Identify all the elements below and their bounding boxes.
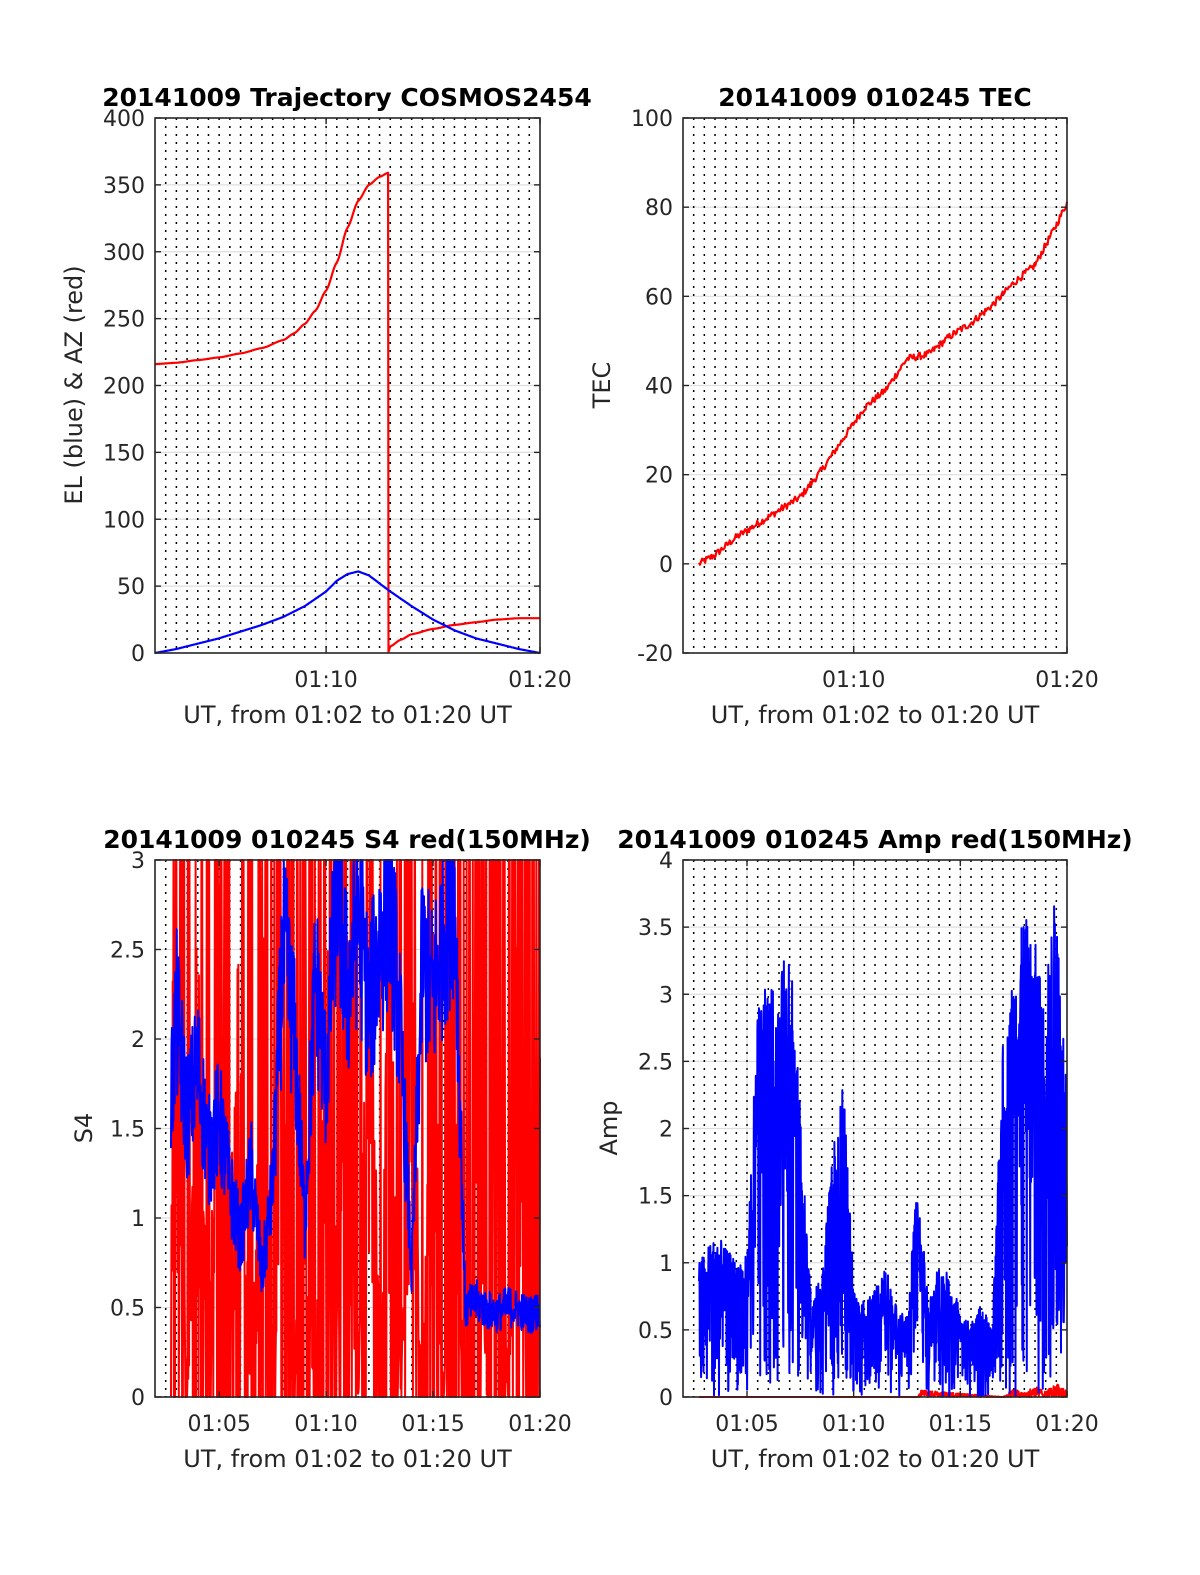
y-tick-label: 40 xyxy=(645,375,673,400)
y-tick-label: -20 xyxy=(637,642,673,667)
trajectory-dotted-gridlines xyxy=(164,118,531,653)
y-tick-label: 150 xyxy=(103,441,145,466)
tec-series xyxy=(698,201,1069,566)
tec-panel: -20 0 20 40 60 80 100 01:10 01:20 20141009 01024… xyxy=(588,83,1099,729)
y-tick-label: 2.5 xyxy=(110,939,145,964)
x-tick-label: 01:15 xyxy=(929,1412,992,1437)
amp-panel: 0 0.5 1 1.5 2 2.5 3 3.5 4 01:05 01:10 01:15 01:20 20… xyxy=(595,825,1133,1473)
y-tick-label: 4 xyxy=(659,849,673,874)
trajectory-series xyxy=(154,171,541,655)
blue-series-line xyxy=(170,859,541,1334)
red-series-line xyxy=(698,201,1069,566)
tec-dotted-gridlines xyxy=(692,118,1058,653)
y-tick-label: 0.5 xyxy=(638,1319,673,1344)
y-tick-label: 2 xyxy=(659,1118,673,1143)
x-tick-label: 01:05 xyxy=(715,1412,778,1437)
y-tick-label: 0 xyxy=(131,1386,145,1411)
amp-x-axis-label: UT, from 01:02 to 01:20 UT xyxy=(711,1445,1040,1473)
red-series-line xyxy=(154,171,541,653)
trajectory-ticks: 0 50 100 150 200 250 300 350 400 01:10 01:20 xyxy=(103,107,572,693)
tec-y-axis-label: TEC xyxy=(588,362,616,410)
y-tick-label: 400 xyxy=(103,107,145,132)
amp-y-axis-label: Amp xyxy=(595,1100,623,1155)
x-tick-label: 01:05 xyxy=(187,1412,250,1437)
y-tick-label: 1.5 xyxy=(638,1185,673,1210)
y-tick-label: 1 xyxy=(659,1252,673,1277)
x-tick-label: 01:15 xyxy=(401,1412,464,1437)
y-tick-label: 100 xyxy=(631,107,673,132)
trajectory-title: 20141009 Trajectory COSMOS2454 xyxy=(102,83,592,112)
y-tick-label: 100 xyxy=(103,508,145,533)
x-tick-label: 01:10 xyxy=(294,1412,357,1437)
tec-ticks: -20 0 20 40 60 80 100 01:10 01:20 xyxy=(631,107,1099,693)
x-tick-label: 01:10 xyxy=(294,668,357,693)
trajectory-y-axis-label: EL (blue) & AZ (red) xyxy=(60,265,88,504)
amp-ticks: 0 0.5 1 1.5 2 2.5 3 3.5 4 01:05 01:10 01:15 01:20 xyxy=(638,849,1099,1437)
amp-title: 20141009 010245 Amp red(150MHz) xyxy=(617,825,1133,854)
y-tick-label: 0.5 xyxy=(110,1297,145,1322)
x-tick-label: 01:20 xyxy=(1035,668,1098,693)
y-tick-label: 1 xyxy=(131,1207,145,1232)
y-tick-label: 2 xyxy=(131,1028,145,1053)
s4-series xyxy=(170,859,541,1398)
y-tick-label: 3 xyxy=(131,849,145,874)
x-tick-label: 01:20 xyxy=(508,1412,571,1437)
y-tick-label: 80 xyxy=(645,196,673,221)
trajectory-panel: 0 50 100 150 200 250 300 350 400 01:10 01:20 20141… xyxy=(60,83,592,729)
y-tick-label: 0 xyxy=(659,553,673,578)
y-tick-label: 0 xyxy=(131,642,145,667)
x-tick-label: 01:10 xyxy=(822,1412,885,1437)
s4-title: 20141009 010245 S4 red(150MHz) xyxy=(103,825,591,854)
tec-title: 20141009 010245 TEC xyxy=(718,83,1031,112)
y-tick-label: 250 xyxy=(103,308,145,333)
s4-ticks: 0 0.5 1 1.5 2 2.5 3 01:05 01:10 01:15 01:20 xyxy=(110,849,572,1437)
y-tick-label: 0 xyxy=(659,1386,673,1411)
y-tick-label: 200 xyxy=(103,375,145,400)
x-tick-label: 01:20 xyxy=(1035,1412,1098,1437)
y-tick-label: 2.5 xyxy=(638,1050,673,1075)
x-tick-label: 01:20 xyxy=(508,668,571,693)
y-tick-label: 350 xyxy=(103,174,145,199)
blue-series-line xyxy=(154,570,541,655)
y-tick-label: 1.5 xyxy=(110,1118,145,1143)
s4-y-axis-label: S4 xyxy=(70,1113,98,1144)
blue-series-line xyxy=(698,905,1068,1398)
tec-x-axis-label: UT, from 01:02 to 01:20 UT xyxy=(711,701,1040,729)
y-tick-label: 3.5 xyxy=(638,916,673,941)
x-tick-label: 01:10 xyxy=(822,668,885,693)
y-tick-label: 300 xyxy=(103,241,145,266)
s4-panel: 0 0.5 1 1.5 2 2.5 3 01:05 01:10 01:15 01:20 201410… xyxy=(70,825,591,1473)
y-tick-label: 3 xyxy=(659,983,673,1008)
y-tick-label: 60 xyxy=(645,285,673,310)
y-tick-label: 20 xyxy=(645,464,673,489)
y-tick-label: 50 xyxy=(117,575,145,600)
trajectory-x-axis-label: UT, from 01:02 to 01:20 UT xyxy=(183,701,512,729)
s4-x-axis-label: UT, from 01:02 to 01:20 UT xyxy=(183,1445,512,1473)
